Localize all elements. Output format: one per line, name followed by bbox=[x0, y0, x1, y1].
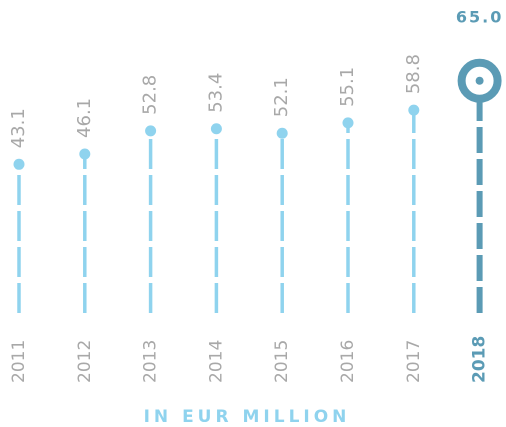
value-label: 43.1 bbox=[8, 108, 29, 148]
x-tick-label: 2014 bbox=[206, 340, 226, 383]
x-tick-label: 2013 bbox=[141, 340, 161, 383]
value-label: 52.1 bbox=[271, 77, 292, 117]
dot bbox=[13, 158, 25, 170]
x-tick-label: 2018 bbox=[470, 336, 490, 383]
x-tick-label: 2011 bbox=[9, 340, 29, 383]
dot bbox=[408, 104, 420, 116]
value-label: 53.4 bbox=[205, 73, 226, 113]
dot bbox=[342, 117, 354, 129]
x-tick-label: 2015 bbox=[272, 340, 292, 383]
x-tick-label: 2017 bbox=[404, 340, 424, 383]
dot-center bbox=[475, 76, 484, 85]
dot bbox=[79, 148, 91, 160]
value-label: 55.1 bbox=[337, 67, 358, 107]
value-label: 58.8 bbox=[403, 54, 424, 94]
axis-label: IN EUR MILLION bbox=[144, 407, 351, 427]
dot bbox=[210, 123, 222, 135]
value-label: 52.8 bbox=[140, 75, 161, 115]
value-label: 65.0 bbox=[456, 8, 503, 27]
x-tick-label: 2016 bbox=[338, 340, 358, 383]
value-label: 46.1 bbox=[74, 98, 95, 138]
x-tick-label: 2012 bbox=[75, 340, 95, 383]
dot bbox=[276, 127, 288, 139]
dot bbox=[145, 125, 157, 137]
